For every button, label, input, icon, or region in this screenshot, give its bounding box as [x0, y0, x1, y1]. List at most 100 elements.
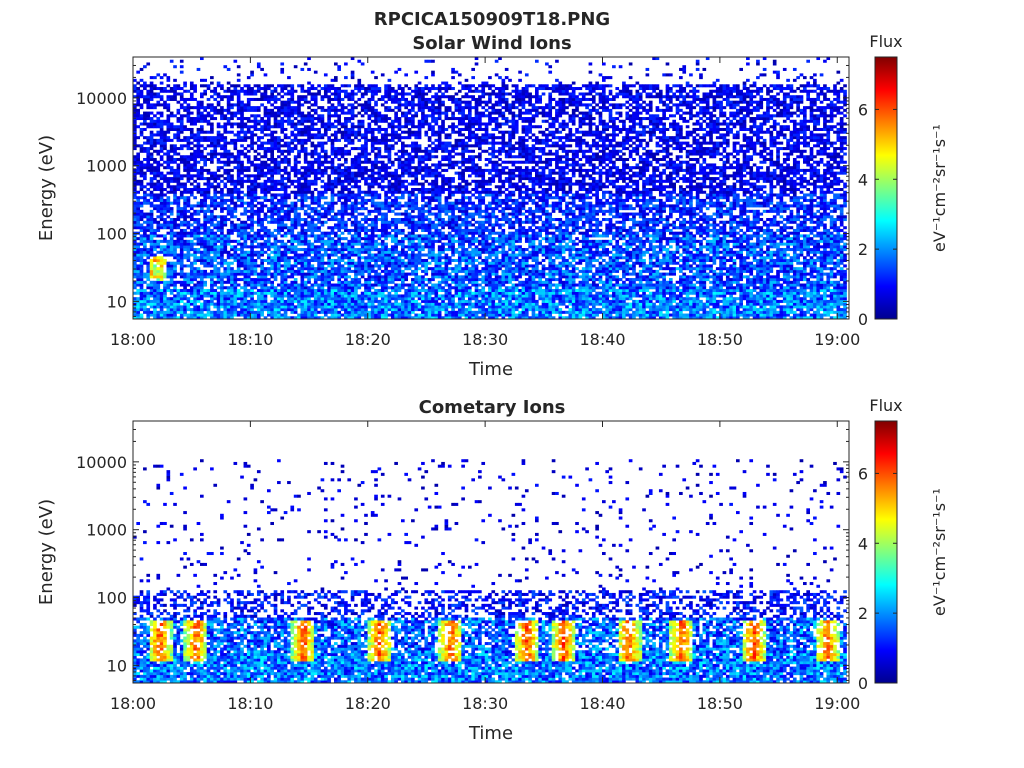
flux-cell: [247, 150, 251, 153]
flux-cell: [368, 264, 372, 267]
flux-cell: [304, 232, 308, 235]
flux-cell: [210, 123, 214, 126]
flux-cell: [361, 297, 365, 300]
flux-cell: [334, 90, 338, 93]
flux-cell: [351, 251, 355, 254]
flux-cell: [213, 270, 217, 273]
flux-cell: [150, 264, 154, 267]
flux-cell: [167, 267, 171, 270]
flux-cell: [200, 144, 204, 147]
flux-cell: [167, 109, 171, 112]
flux-cell: [371, 256, 375, 259]
flux-cell: [227, 305, 231, 308]
flux-cell: [207, 158, 211, 161]
flux-cell: [331, 185, 335, 188]
flux-cell: [364, 144, 368, 147]
flux-cell: [371, 267, 375, 270]
flux-cell: [317, 275, 321, 278]
flux-cell: [374, 264, 378, 267]
flux-cell: [327, 286, 331, 289]
flux-cell: [287, 210, 291, 213]
flux-cell: [187, 210, 191, 213]
flux-cell: [167, 270, 171, 273]
flux-cell: [240, 112, 244, 115]
flux-cell: [177, 177, 181, 180]
flux-cell: [254, 163, 258, 166]
flux-cell: [183, 254, 187, 257]
flux-cell: [280, 240, 284, 243]
flux-cell: [264, 267, 268, 270]
flux-cell: [156, 199, 160, 202]
flux-cell: [136, 90, 140, 93]
flux-cell: [190, 123, 194, 126]
flux-cell: [230, 267, 234, 270]
flux-cell: [327, 254, 331, 257]
flux-cell: [294, 294, 298, 297]
flux-cell: [280, 221, 284, 224]
flux-cell: [250, 215, 254, 218]
flux-cell: [344, 308, 348, 311]
flux-cell: [374, 193, 378, 196]
flux-cell: [244, 213, 248, 216]
flux-cell: [354, 251, 358, 254]
flux-cell: [304, 95, 308, 98]
flux-cell: [364, 191, 368, 194]
flux-cell: [143, 128, 147, 131]
flux-cell: [270, 172, 274, 175]
flux-cell: [257, 305, 261, 308]
flux-cell: [254, 292, 258, 295]
flux-cell: [341, 193, 345, 196]
flux-cell: [297, 193, 301, 196]
flux-cell: [321, 237, 325, 240]
flux-cell: [213, 117, 217, 120]
flux-cell: [140, 292, 144, 295]
flux-cell: [197, 281, 201, 284]
flux-cell: [210, 229, 214, 232]
flux-cell: [280, 177, 284, 180]
flux-cell: [160, 264, 164, 267]
flux-cell: [394, 229, 398, 232]
flux-cell: [307, 92, 311, 95]
flux-cell: [381, 73, 385, 76]
flux-cell: [321, 232, 325, 235]
flux-cell: [364, 142, 368, 145]
flux-cell: [140, 106, 144, 109]
flux-cell: [337, 103, 341, 106]
flux-cell: [304, 98, 308, 101]
flux-cell: [344, 229, 348, 232]
flux-cell: [368, 191, 372, 194]
flux-cell: [143, 166, 147, 169]
flux-cell: [140, 243, 144, 246]
flux-cell: [290, 289, 294, 292]
flux-cell: [324, 191, 328, 194]
flux-cell: [384, 199, 388, 202]
flux-cell: [254, 123, 258, 126]
flux-cell: [337, 240, 341, 243]
flux-cell: [146, 314, 150, 317]
flux-cell: [341, 172, 345, 175]
flux-cell: [210, 117, 214, 120]
flux-cell: [368, 84, 372, 87]
flux-cell: [287, 193, 291, 196]
flux-cell: [287, 229, 291, 232]
flux-cell: [327, 264, 331, 267]
flux-cell: [217, 109, 221, 112]
flux-cell: [264, 286, 268, 289]
flux-cell: [394, 262, 398, 265]
flux-cell: [173, 264, 177, 267]
flux-cell: [354, 300, 358, 303]
flux-cell: [341, 207, 345, 210]
flux-cell: [227, 177, 231, 180]
flux-cell: [203, 221, 207, 224]
flux-cell: [357, 256, 361, 259]
flux-cell: [347, 207, 351, 210]
flux-cell: [247, 262, 251, 265]
flux-cell: [203, 196, 207, 199]
flux-cell: [197, 174, 201, 177]
flux-cell: [143, 303, 147, 306]
flux-cell: [314, 101, 318, 104]
flux-cell: [133, 221, 137, 224]
flux-cell: [203, 270, 207, 273]
flux-cell: [297, 177, 301, 180]
flux-cell: [307, 213, 311, 216]
